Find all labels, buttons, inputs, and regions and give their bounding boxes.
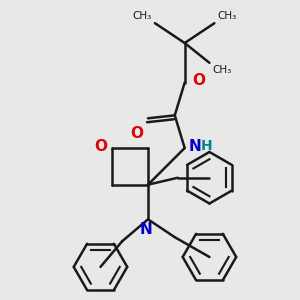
Text: CH₃: CH₃ [133, 11, 152, 21]
Text: CH₃: CH₃ [218, 11, 237, 21]
Text: O: O [193, 73, 206, 88]
Text: H: H [200, 139, 212, 153]
Text: O: O [94, 139, 107, 154]
Text: O: O [130, 126, 143, 141]
Text: N: N [189, 139, 201, 154]
Text: CH₃: CH₃ [212, 65, 232, 75]
Text: N: N [140, 222, 152, 237]
